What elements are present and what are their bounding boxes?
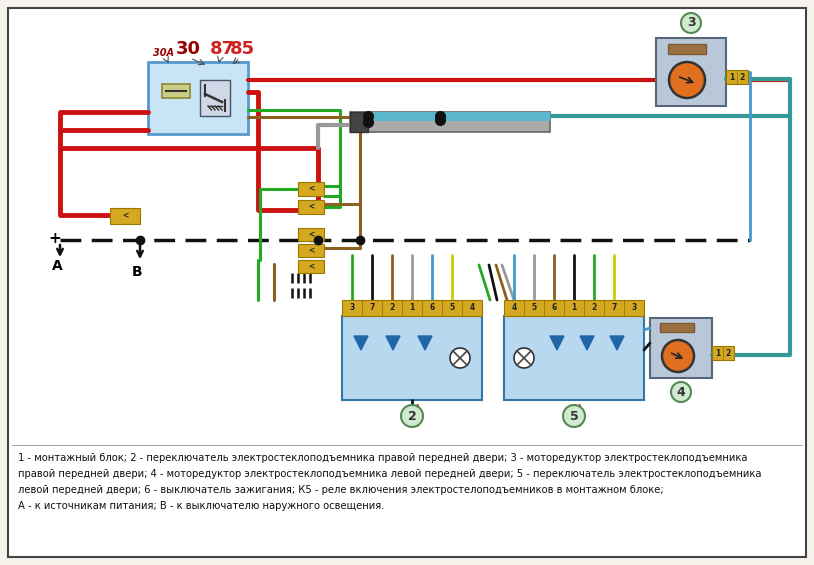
FancyBboxPatch shape bbox=[162, 84, 190, 98]
Text: 7: 7 bbox=[611, 303, 617, 312]
FancyBboxPatch shape bbox=[504, 300, 644, 316]
FancyBboxPatch shape bbox=[298, 260, 324, 273]
Text: 87: 87 bbox=[210, 40, 235, 58]
Text: B: B bbox=[132, 265, 142, 279]
Text: правой передней двери; 4 - моторедуктор электростеклоподъемника левой передней д: правой передней двери; 4 - моторедуктор … bbox=[18, 469, 762, 479]
Text: <: < bbox=[308, 230, 314, 239]
Text: 2: 2 bbox=[740, 72, 745, 81]
Text: 2: 2 bbox=[389, 303, 395, 312]
Text: <: < bbox=[308, 185, 314, 193]
Circle shape bbox=[671, 382, 691, 402]
Text: 5: 5 bbox=[449, 303, 454, 312]
FancyBboxPatch shape bbox=[660, 323, 694, 332]
FancyBboxPatch shape bbox=[298, 228, 324, 241]
Text: А - к источникам питания; В - к выключателю наружного освещения.: А - к источникам питания; В - к выключат… bbox=[18, 501, 384, 511]
Circle shape bbox=[669, 62, 705, 98]
FancyBboxPatch shape bbox=[504, 316, 644, 400]
Text: 7: 7 bbox=[370, 303, 374, 312]
Polygon shape bbox=[610, 336, 624, 350]
Polygon shape bbox=[580, 336, 594, 350]
Text: левой передней двери; 6 - выключатель зажигания; К5 - реле включения электростел: левой передней двери; 6 - выключатель за… bbox=[18, 485, 663, 495]
FancyBboxPatch shape bbox=[110, 208, 140, 224]
FancyBboxPatch shape bbox=[726, 70, 748, 84]
FancyBboxPatch shape bbox=[342, 316, 482, 400]
Text: 1: 1 bbox=[571, 303, 576, 312]
Polygon shape bbox=[418, 336, 432, 350]
Text: A: A bbox=[52, 259, 63, 273]
FancyBboxPatch shape bbox=[650, 318, 712, 378]
Text: <: < bbox=[122, 211, 128, 220]
FancyBboxPatch shape bbox=[148, 62, 248, 134]
Text: +: + bbox=[48, 231, 61, 246]
Text: 30A: 30A bbox=[153, 48, 174, 58]
Text: 6: 6 bbox=[429, 303, 435, 312]
Circle shape bbox=[563, 405, 585, 427]
FancyBboxPatch shape bbox=[342, 300, 482, 316]
Text: <: < bbox=[308, 202, 314, 211]
FancyBboxPatch shape bbox=[298, 182, 324, 196]
FancyBboxPatch shape bbox=[200, 80, 230, 116]
Text: 30: 30 bbox=[176, 40, 201, 58]
Polygon shape bbox=[354, 336, 368, 350]
Text: <: < bbox=[308, 262, 314, 271]
Text: 2: 2 bbox=[408, 410, 417, 423]
Text: 4: 4 bbox=[676, 385, 685, 398]
Text: 4: 4 bbox=[470, 303, 475, 312]
FancyBboxPatch shape bbox=[298, 200, 324, 214]
Text: 4: 4 bbox=[511, 303, 517, 312]
FancyBboxPatch shape bbox=[350, 112, 550, 132]
FancyBboxPatch shape bbox=[370, 112, 550, 121]
Text: 85: 85 bbox=[230, 40, 255, 58]
Text: 3: 3 bbox=[349, 303, 355, 312]
Text: 1: 1 bbox=[729, 72, 734, 81]
Circle shape bbox=[450, 348, 470, 368]
FancyBboxPatch shape bbox=[298, 244, 324, 257]
Circle shape bbox=[662, 340, 694, 372]
Circle shape bbox=[514, 348, 534, 368]
Text: 3: 3 bbox=[632, 303, 637, 312]
Text: 1 - монтажный блок; 2 - переключатель электростеклоподъемника правой передней дв: 1 - монтажный блок; 2 - переключатель эл… bbox=[18, 453, 747, 463]
Text: 3: 3 bbox=[687, 16, 695, 29]
FancyBboxPatch shape bbox=[656, 38, 726, 106]
Text: 1: 1 bbox=[409, 303, 414, 312]
Text: 5: 5 bbox=[570, 410, 579, 423]
FancyBboxPatch shape bbox=[712, 346, 734, 360]
Circle shape bbox=[681, 13, 701, 33]
Text: 6: 6 bbox=[551, 303, 557, 312]
Text: 5: 5 bbox=[532, 303, 536, 312]
Text: <: < bbox=[308, 246, 314, 255]
Text: 2: 2 bbox=[592, 303, 597, 312]
FancyBboxPatch shape bbox=[668, 44, 706, 54]
Text: 1: 1 bbox=[715, 349, 720, 358]
Text: 2: 2 bbox=[726, 349, 731, 358]
FancyBboxPatch shape bbox=[350, 112, 368, 132]
FancyBboxPatch shape bbox=[8, 8, 806, 557]
Circle shape bbox=[401, 405, 423, 427]
Polygon shape bbox=[386, 336, 400, 350]
Polygon shape bbox=[550, 336, 564, 350]
